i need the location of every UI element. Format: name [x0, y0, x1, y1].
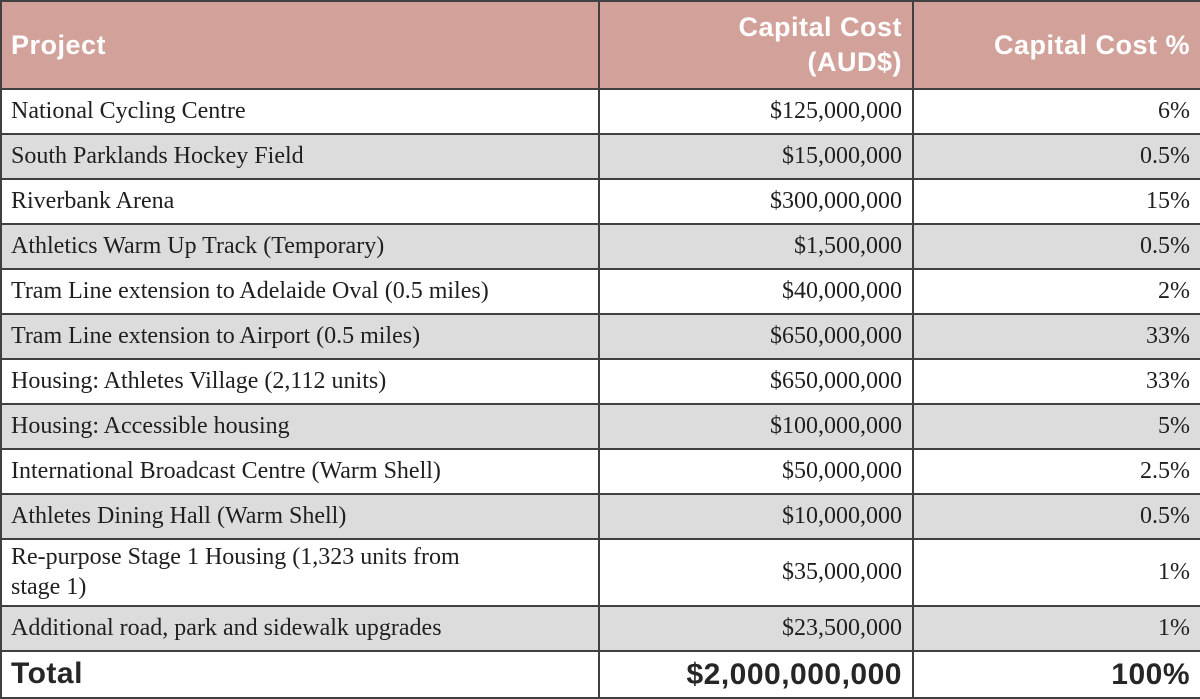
pct-cell: 0.5% — [912, 223, 1200, 270]
cost-cell: $10,000,000 — [598, 493, 914, 540]
project-cell: Tram Line extension to Airport (0.5 mile… — [0, 313, 600, 360]
table-row: Tram Line extension to Adelaide Oval (0.… — [0, 268, 1200, 315]
col-header-project: Project — [0, 0, 600, 90]
table-header: Project Capital Cost (AUD$) Capital Cost… — [0, 0, 1200, 90]
pct-cell: 6% — [912, 88, 1200, 135]
col-header-capital-cost: Capital Cost (AUD$) — [598, 0, 914, 90]
project-cell: National Cycling Centre — [0, 88, 600, 135]
pct-cell: 2% — [912, 268, 1200, 315]
cost-cell: $50,000,000 — [598, 448, 914, 495]
project-cell: Tram Line extension to Adelaide Oval (0.… — [0, 268, 600, 315]
cost-cell: $23,500,000 — [598, 605, 914, 652]
project-cell: Re-purpose Stage 1 Housing (1,323 units … — [0, 538, 600, 607]
cost-cell: $35,000,000 — [598, 538, 914, 607]
table-row: Athletes Dining Hall (Warm Shell) $10,00… — [0, 493, 1200, 540]
cost-cell: $125,000,000 — [598, 88, 914, 135]
project-cell: South Parklands Hockey Field — [0, 133, 600, 180]
pct-cell: 0.5% — [912, 133, 1200, 180]
cost-cell: $100,000,000 — [598, 403, 914, 450]
table-row: Housing: Accessible housing $100,000,000… — [0, 403, 1200, 450]
project-cell: Housing: Athletes Village (2,112 units) — [0, 358, 600, 405]
pct-cell: 5% — [912, 403, 1200, 450]
cost-cell: $15,000,000 — [598, 133, 914, 180]
table-row: Additional road, park and sidewalk upgra… — [0, 605, 1200, 652]
col-header-capital-cost-pct: Capital Cost % — [912, 0, 1200, 90]
pct-cell: 15% — [912, 178, 1200, 225]
table-row: South Parklands Hockey Field $15,000,000… — [0, 133, 1200, 180]
table-row: National Cycling Centre $125,000,000 6% — [0, 88, 1200, 135]
project-cell: Additional road, park and sidewalk upgra… — [0, 605, 600, 652]
project-cell: Athletics Warm Up Track (Temporary) — [0, 223, 600, 270]
table-row: Housing: Athletes Village (2,112 units) … — [0, 358, 1200, 405]
cost-cell: $1,500,000 — [598, 223, 914, 270]
table-row: Riverbank Arena $300,000,000 15% — [0, 178, 1200, 225]
pct-cell: 0.5% — [912, 493, 1200, 540]
project-cell: International Broadcast Centre (Warm She… — [0, 448, 600, 495]
table-row: Tram Line extension to Airport (0.5 mile… — [0, 313, 1200, 360]
table-row: Re-purpose Stage 1 Housing (1,323 units … — [0, 538, 1200, 607]
table-row: Athletics Warm Up Track (Temporary) $1,5… — [0, 223, 1200, 270]
pct-cell: 33% — [912, 358, 1200, 405]
pct-cell: 2.5% — [912, 448, 1200, 495]
pct-cell: 33% — [912, 313, 1200, 360]
total-row: Total $2,000,000,000 100% — [0, 650, 1200, 699]
project-cell: Athletes Dining Hall (Warm Shell) — [0, 493, 600, 540]
cost-cell: $650,000,000 — [598, 358, 914, 405]
total-pct-cell: 100% — [912, 650, 1200, 699]
cost-cell: $650,000,000 — [598, 313, 914, 360]
table-row: International Broadcast Centre (Warm She… — [0, 448, 1200, 495]
pct-cell: 1% — [912, 538, 1200, 607]
cost-cell: $300,000,000 — [598, 178, 914, 225]
project-cell: Housing: Accessible housing — [0, 403, 600, 450]
cost-cell: $40,000,000 — [598, 268, 914, 315]
total-cost-cell: $2,000,000,000 — [598, 650, 914, 699]
total-label-cell: Total — [0, 650, 600, 699]
pct-cell: 1% — [912, 605, 1200, 652]
project-cell: Riverbank Arena — [0, 178, 600, 225]
